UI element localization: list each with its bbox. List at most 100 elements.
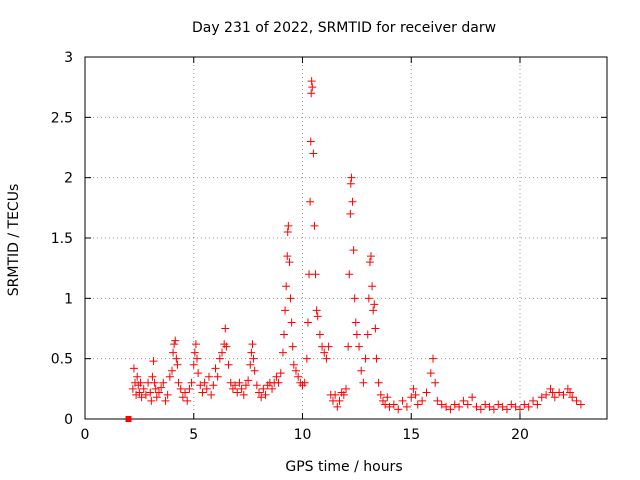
data-point xyxy=(244,376,253,385)
data-point xyxy=(566,388,575,397)
data-point xyxy=(286,294,295,303)
data-point xyxy=(433,396,442,405)
data-point xyxy=(331,390,340,399)
data-point xyxy=(165,372,174,381)
data-point xyxy=(226,378,235,387)
x-tick-label: 15 xyxy=(402,427,420,443)
data-point xyxy=(468,393,477,402)
data-point xyxy=(550,393,559,402)
data-point xyxy=(472,402,481,411)
data-point xyxy=(346,179,355,188)
data-point xyxy=(355,342,364,351)
data-point xyxy=(285,258,294,267)
data-point xyxy=(224,360,233,369)
y-tick-label: 3 xyxy=(64,50,73,66)
y-tick-label: 0 xyxy=(64,412,73,428)
data-point xyxy=(309,149,318,158)
data-point xyxy=(372,354,381,363)
data-point xyxy=(442,402,451,411)
data-point xyxy=(169,348,178,357)
data-point xyxy=(516,405,524,414)
y-tick-label: 2 xyxy=(64,171,73,187)
data-point xyxy=(312,306,321,315)
data-point xyxy=(282,282,291,291)
data-point xyxy=(272,372,281,381)
data-point xyxy=(307,89,316,98)
data-point xyxy=(213,372,222,381)
data-point xyxy=(310,221,319,230)
data-point xyxy=(255,388,263,397)
data-point xyxy=(289,360,298,369)
data-point xyxy=(198,388,207,397)
data-point xyxy=(349,246,358,255)
data-point xyxy=(174,378,183,387)
data-point xyxy=(351,318,360,327)
data-point xyxy=(361,354,370,363)
data-point xyxy=(280,330,289,339)
data-point xyxy=(246,360,255,369)
data-point xyxy=(257,393,266,402)
data-point xyxy=(151,384,160,393)
data-point xyxy=(485,402,494,411)
y-axis-label: SRMTID / TECUs xyxy=(6,184,22,297)
data-point xyxy=(363,330,372,339)
data-point xyxy=(196,381,205,390)
data-point xyxy=(347,173,356,182)
data-point xyxy=(200,378,209,387)
data-point xyxy=(481,400,490,409)
data-point xyxy=(369,306,378,315)
data-point xyxy=(159,378,168,387)
data-point xyxy=(342,384,350,393)
data-point xyxy=(218,348,227,357)
data-point xyxy=(133,372,142,381)
data-point xyxy=(455,402,464,411)
data-point xyxy=(559,390,568,399)
data-point xyxy=(302,354,311,363)
data-point xyxy=(494,400,503,409)
data-point xyxy=(476,405,485,414)
data-point xyxy=(241,381,250,390)
data-point xyxy=(364,294,373,303)
data-point xyxy=(489,405,498,414)
data-point xyxy=(183,396,192,405)
data-point xyxy=(345,270,354,279)
data-point xyxy=(563,384,572,393)
data-point xyxy=(150,378,159,387)
data-point xyxy=(128,384,137,393)
data-point xyxy=(237,384,246,393)
data-points xyxy=(125,77,585,422)
data-point xyxy=(529,396,538,405)
data-point xyxy=(402,402,411,411)
data-point xyxy=(281,306,290,315)
data-point xyxy=(572,396,581,405)
x-tick-label: 10 xyxy=(294,427,312,443)
data-point xyxy=(268,384,277,393)
data-point xyxy=(576,400,585,409)
data-point xyxy=(411,390,420,399)
data-point xyxy=(413,400,422,409)
x-tick-label: 20 xyxy=(511,427,529,443)
data-point xyxy=(418,396,427,405)
data-point xyxy=(247,348,256,357)
data-point xyxy=(190,348,199,357)
data-point xyxy=(191,340,200,349)
data-point xyxy=(335,396,344,405)
data-point xyxy=(333,402,342,411)
data-point xyxy=(136,378,145,387)
data-point xyxy=(346,209,355,218)
data-point xyxy=(235,378,244,387)
data-point xyxy=(259,384,268,393)
data-point xyxy=(274,378,283,387)
data-point xyxy=(284,221,293,230)
data-point xyxy=(170,340,179,349)
data-point xyxy=(431,378,440,387)
data-point xyxy=(537,393,546,402)
data-point xyxy=(376,390,385,399)
data-point xyxy=(176,384,185,393)
data-point xyxy=(221,324,230,333)
data-point xyxy=(344,342,353,351)
data-point xyxy=(149,357,158,366)
data-point xyxy=(385,402,394,411)
data-point xyxy=(359,378,368,387)
data-point xyxy=(154,388,163,397)
